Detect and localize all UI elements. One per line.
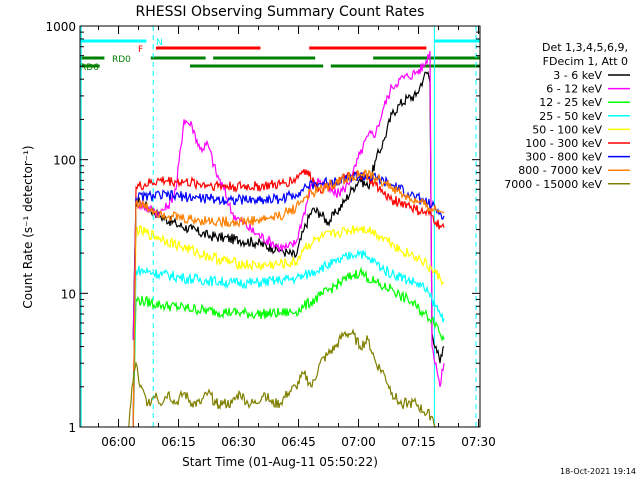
legend-entry-label: 800 - 7000 keV: [518, 164, 602, 177]
legend-entry-label: 100 - 300 keV: [525, 137, 602, 150]
legend-entry-label: 300 - 800 keV: [525, 151, 602, 164]
legend-entry-label: 25 - 50 keV: [539, 110, 602, 123]
series-line-800-7000-kev: [132, 169, 445, 428]
x-tick-label: 06:30: [221, 435, 256, 449]
series-line-100-300-kev: [132, 168, 445, 428]
legend-entry-label: 6 - 12 keV: [546, 83, 602, 96]
x-tick-label: 06:15: [161, 435, 196, 449]
series-line-6-12-kev: [132, 50, 445, 387]
timestamp: 18-Oct-2021 19:14: [560, 467, 636, 476]
y-tick-label: 1: [68, 421, 76, 435]
x-axis-label: Start Time (01-Aug-11 05:50:22): [182, 455, 378, 469]
axes: 06:00 06:15 06:30 06:45 07:00 07:15 07:30 1 10 10…: [45, 20, 495, 449]
series-line-12-25-kev: [132, 266, 445, 428]
y-tick-label: 1000: [45, 20, 76, 34]
legend-header-line-1: Det 1,3,4,5,6,9,: [542, 41, 628, 54]
chart-title: RHESSI Observing Summary Count Rates: [136, 4, 425, 20]
series-line-3-6-kev: [132, 71, 445, 364]
series-line-50-100-kev: [132, 224, 445, 428]
x-tick-label: 06:45: [281, 435, 316, 449]
x-tick-label: 07:15: [401, 435, 436, 449]
plot-frame: [79, 25, 481, 428]
legend: Det 1,3,4,5,6,9, FDecim 1, Att 0 3 - 6 k…: [504, 41, 630, 191]
y-tick-label: 100: [53, 154, 76, 168]
series-line-300-800-kev: [132, 171, 445, 428]
legend-entry-label: 50 - 100 keV: [532, 123, 602, 136]
y-tick-label: 10: [61, 287, 76, 301]
flag-label-rd6: RD6: [80, 63, 99, 73]
y-axis-label: Count Rate (s⁻¹ detector⁻¹): [21, 145, 35, 308]
legend-entry-label: 12 - 25 keV: [539, 96, 602, 109]
flag-label-n: N: [156, 38, 163, 48]
x-tick-label: 06:00: [101, 435, 136, 449]
series-lines: [128, 50, 445, 428]
flag-label-rd0: RD0: [112, 55, 131, 65]
legend-entry-label: 3 - 6 keV: [553, 69, 602, 82]
series-line-25-50-kev: [132, 248, 445, 428]
x-tick-label: 07:00: [341, 435, 376, 449]
legend-header-line-2: FDecim 1, Att 0: [543, 55, 628, 68]
flag-label-f: F: [138, 45, 143, 55]
x-tick-label: 07:30: [461, 435, 496, 449]
legend-entry-label: 7000 - 15000 keV: [504, 178, 602, 191]
series-line-7000-15000-kev: [128, 328, 436, 428]
